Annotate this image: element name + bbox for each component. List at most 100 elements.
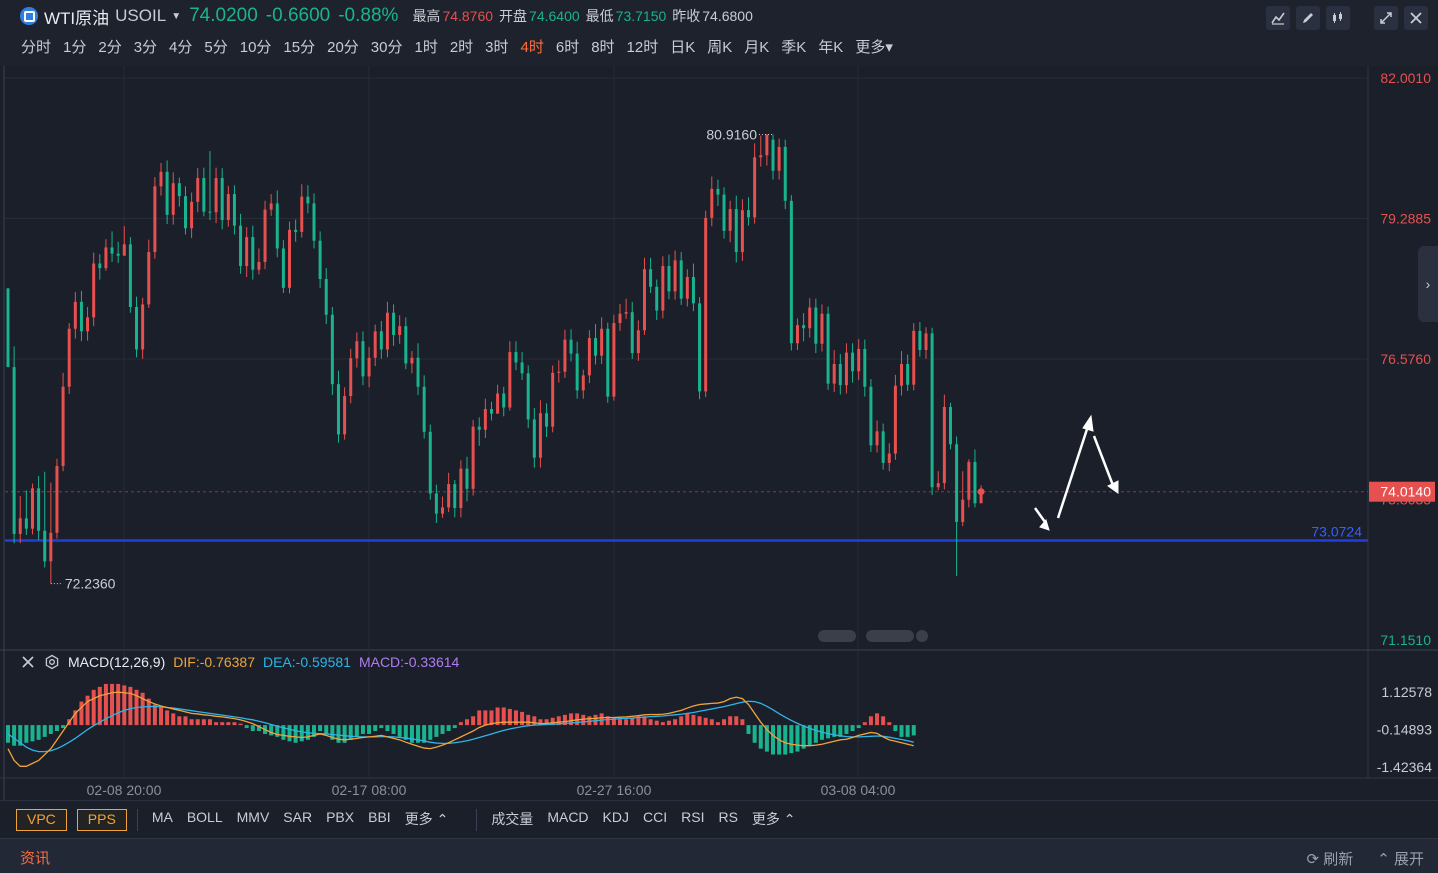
main-indicator-item[interactable]: PBX bbox=[326, 809, 355, 825]
main-indicator-item[interactable]: BOLL bbox=[186, 809, 223, 825]
macd-bar bbox=[881, 716, 886, 726]
macd-bar bbox=[734, 716, 739, 726]
interval-tab[interactable]: 4分 bbox=[169, 39, 193, 56]
macd-bar bbox=[232, 722, 237, 726]
sub-indicator-item[interactable]: RSI bbox=[681, 809, 705, 825]
candle-body bbox=[630, 312, 634, 354]
refresh-icon: ⟳ bbox=[1306, 851, 1320, 868]
candle-body bbox=[141, 304, 145, 350]
side-panel-toggle[interactable]: › bbox=[1418, 246, 1438, 322]
chevron-up-icon: ⌃ bbox=[1377, 851, 1390, 868]
refresh-button[interactable]: ⟳ 刷新 bbox=[1306, 851, 1354, 868]
macd-bar bbox=[850, 725, 855, 732]
interval-tab[interactable]: 年K bbox=[818, 39, 844, 56]
line-tool-icon[interactable] bbox=[1266, 6, 1290, 30]
interval-tab[interactable]: 2分 bbox=[98, 39, 122, 56]
interval-tab[interactable]: 1时 bbox=[414, 39, 438, 56]
sub-indicator-item[interactable]: CCI bbox=[643, 809, 668, 825]
interval-tab[interactable]: 2时 bbox=[449, 39, 474, 56]
interval-tab[interactable]: 季K bbox=[781, 39, 807, 56]
news-tab[interactable]: 资讯 bbox=[20, 850, 51, 867]
main-indicator-item[interactable]: MMV bbox=[236, 809, 270, 825]
arrowhead bbox=[1039, 518, 1050, 531]
macd-bar bbox=[764, 725, 769, 752]
macd-bar bbox=[177, 716, 182, 726]
interval-tab[interactable]: 12时 bbox=[626, 39, 659, 56]
sub-indicator-item[interactable]: 成交量 bbox=[491, 811, 534, 827]
candle-body bbox=[361, 341, 365, 377]
expand-button[interactable]: ⌃ 展开 bbox=[1377, 851, 1424, 868]
sub-indicator-item[interactable]: 更多 ⌃ bbox=[751, 811, 796, 827]
macd-bar bbox=[838, 725, 843, 737]
main-indicator-item[interactable]: 更多 ⌃ bbox=[404, 811, 449, 827]
candle-body bbox=[973, 461, 977, 504]
close-icon[interactable] bbox=[20, 654, 36, 670]
candle-body bbox=[324, 279, 328, 315]
interval-tab[interactable]: 月K bbox=[744, 39, 770, 56]
macd-bar bbox=[6, 725, 10, 743]
macd-bar bbox=[275, 725, 280, 737]
candle-body bbox=[459, 468, 463, 508]
main-indicator-item[interactable]: BBI bbox=[368, 809, 391, 825]
interval-tab[interactable]: 更多▾ bbox=[855, 39, 893, 56]
interval-tab[interactable]: 30分 bbox=[370, 39, 403, 56]
main-indicator-item[interactable]: MA bbox=[151, 809, 173, 825]
macd-bar bbox=[422, 725, 427, 743]
macd-bar bbox=[666, 720, 671, 726]
candle-body bbox=[942, 406, 946, 484]
settings-icon[interactable] bbox=[44, 654, 60, 670]
interval-tab[interactable]: 3分 bbox=[133, 39, 158, 56]
candle-body bbox=[955, 444, 959, 522]
macd-bar bbox=[348, 725, 353, 740]
interval-tab[interactable]: 8时 bbox=[591, 39, 615, 56]
main-indicator-item[interactable]: SAR bbox=[283, 809, 313, 825]
price-chart[interactable]: 82.001079.288576.576073.863571.151073.07… bbox=[0, 66, 1438, 800]
candle-body bbox=[159, 171, 163, 187]
macd-bar bbox=[226, 722, 231, 726]
interval-tab[interactable]: 周K bbox=[707, 39, 733, 56]
candle-body bbox=[288, 229, 292, 288]
candle-body bbox=[520, 362, 524, 374]
macd-bar bbox=[281, 725, 286, 740]
interval-tab[interactable]: 15分 bbox=[283, 39, 316, 56]
chart-background bbox=[0, 66, 1438, 800]
interval-tab[interactable]: 1分 bbox=[63, 39, 87, 56]
candle-body bbox=[814, 307, 818, 344]
instrument-symbol[interactable]: USOIL bbox=[115, 6, 167, 25]
header-bar: WTI原油 USOIL ▼ 74.0200 -0.6600 -0.88% 最高 7… bbox=[0, 0, 1438, 66]
news-actions: ⟳ 刷新 ⌃ 展开 bbox=[1306, 848, 1424, 869]
pencil-icon[interactable] bbox=[1296, 6, 1320, 30]
interval-tab[interactable]: 日K bbox=[670, 39, 696, 56]
interval-tab[interactable]: 6时 bbox=[555, 39, 580, 56]
interval-tab[interactable]: 5分 bbox=[204, 39, 228, 56]
macd-bar bbox=[330, 725, 335, 740]
close-icon[interactable] bbox=[1404, 6, 1428, 30]
interval-tab[interactable]: 3时 bbox=[485, 39, 509, 56]
macd-bar bbox=[520, 711, 525, 726]
macd-bar bbox=[403, 725, 408, 740]
arrow-up-icon bbox=[1056, 422, 1091, 519]
interval-tab[interactable]: 分时 bbox=[21, 39, 52, 56]
macd-bar bbox=[501, 707, 506, 726]
sub-indicator-item[interactable]: MACD bbox=[547, 809, 589, 825]
candle-body bbox=[673, 260, 677, 292]
x-axis-label: 02-08 20:00 bbox=[87, 782, 162, 798]
candle-body bbox=[936, 483, 940, 488]
sub-indicator-item[interactable]: RS bbox=[718, 809, 738, 825]
expand-icon[interactable] bbox=[1374, 6, 1398, 30]
sub-indicator-item[interactable]: KDJ bbox=[602, 809, 629, 825]
chevron-down-icon[interactable]: ▼ bbox=[171, 10, 182, 22]
instrument-name[interactable]: WTI原油 bbox=[44, 8, 110, 28]
divider bbox=[476, 809, 478, 831]
candle-type-icon[interactable] bbox=[1326, 6, 1350, 30]
interval-tab[interactable]: 20分 bbox=[327, 39, 359, 56]
arrowhead bbox=[1082, 414, 1094, 432]
pps-button[interactable]: PPS bbox=[76, 809, 127, 831]
vpc-button[interactable]: VPC bbox=[16, 809, 67, 831]
candle-body bbox=[385, 312, 389, 350]
interval-tab[interactable]: 4时 bbox=[520, 39, 544, 56]
candle-body bbox=[318, 240, 322, 280]
candle-body bbox=[569, 339, 573, 354]
macd-bar bbox=[214, 722, 219, 726]
interval-tab[interactable]: 10分 bbox=[239, 39, 272, 56]
